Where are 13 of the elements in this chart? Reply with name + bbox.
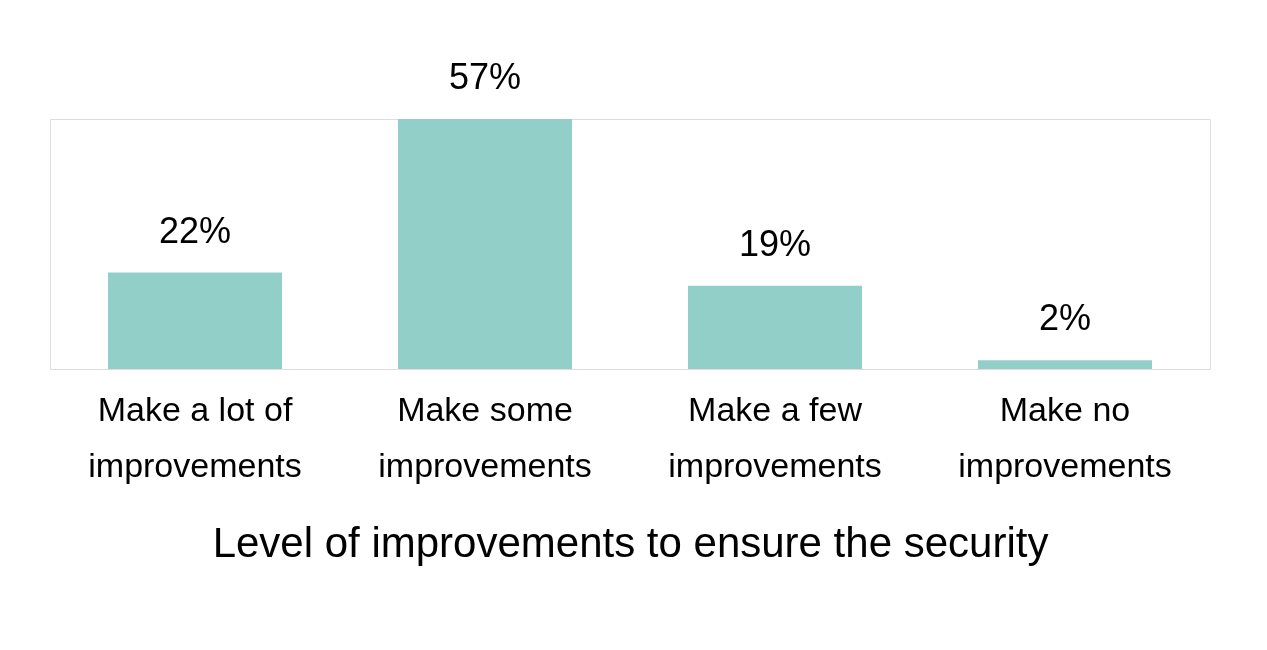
x-tick-label: Make a lot of improvements xyxy=(88,389,302,484)
data-label: 57% xyxy=(448,56,522,97)
data-label: 2% xyxy=(1038,297,1092,339)
bar xyxy=(108,272,282,369)
bar xyxy=(688,285,862,369)
x-tick-label: Make a few improvements xyxy=(668,389,882,484)
data-label: 19% xyxy=(738,222,812,264)
bar xyxy=(978,360,1152,369)
bar xyxy=(398,119,572,369)
x-axis-title: Level of improvements to ensure the security xyxy=(212,518,1049,566)
x-tick-label: Make no improvements xyxy=(958,389,1172,484)
x-tick-label: Make some improvements xyxy=(378,389,592,484)
data-label: 22% xyxy=(158,209,232,251)
